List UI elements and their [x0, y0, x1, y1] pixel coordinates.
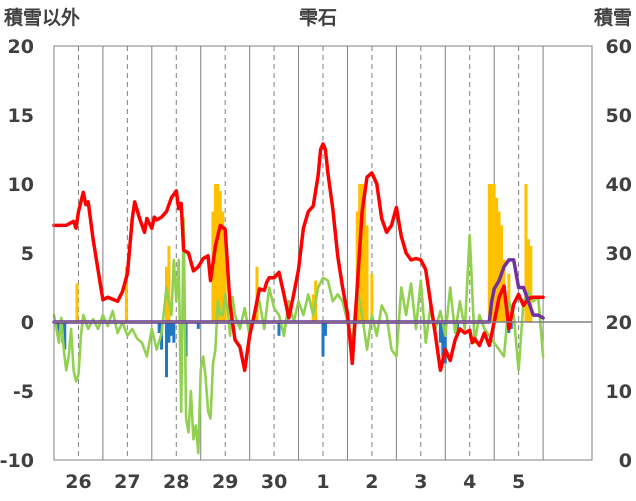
grid-lines — [77, 46, 544, 460]
bar-negative — [157, 322, 161, 334]
bar-precip — [495, 197, 499, 322]
left-axis-title: 積雪以外 — [4, 6, 80, 29]
plot-frame — [53, 45, 593, 461]
bar-precip — [167, 246, 171, 322]
left-tick-label: 0 — [21, 312, 34, 334]
bar-negative — [169, 322, 173, 336]
bar-negative — [456, 322, 459, 336]
bar-precip — [529, 246, 533, 322]
day-tick-label: 4 — [463, 471, 476, 493]
bar-negative — [196, 322, 200, 329]
bar-precip — [75, 283, 79, 322]
day-tick-label: 5 — [512, 471, 525, 493]
right-tick-label: 40 — [606, 174, 632, 196]
bar-precip — [524, 184, 528, 322]
right-tick-label: 10 — [606, 381, 632, 403]
left-tick-label: 10 — [8, 174, 34, 196]
day-tick-label: 1 — [316, 471, 329, 493]
bar-negative — [167, 322, 171, 343]
series-temperature-line — [52, 142, 545, 373]
right-tick-label: 50 — [606, 105, 632, 127]
bar-precip — [365, 225, 369, 322]
left-tick-label: -10 — [0, 450, 34, 472]
bar-negative — [323, 322, 327, 336]
bar-precip — [370, 273, 374, 322]
day-tick-label: 26 — [65, 471, 91, 493]
bar-precip — [492, 184, 496, 322]
axes — [53, 45, 593, 461]
left-tick-label: 20 — [8, 36, 34, 58]
bar-negative — [172, 322, 176, 343]
right-tick-label: 0 — [619, 450, 632, 472]
day-tick-label: 30 — [261, 471, 287, 493]
bar-precip — [363, 197, 367, 322]
right-axis-title: 積雪 — [594, 6, 632, 29]
bar-precip — [526, 239, 530, 322]
bar-precip — [487, 184, 491, 322]
day-tick-label: 28 — [163, 471, 189, 493]
bar-precip — [507, 273, 511, 322]
right-tick-label: 20 — [606, 312, 632, 334]
bar-negative — [441, 322, 445, 357]
bar-negative — [164, 322, 168, 378]
bar-negative — [443, 322, 447, 364]
bar-negative — [321, 322, 325, 357]
bar-precip — [223, 232, 227, 322]
bar-precip — [221, 211, 225, 322]
day-tick-label: 3 — [414, 471, 427, 493]
bar-precip — [124, 266, 128, 322]
right-tick-label: 60 — [606, 36, 632, 58]
left-tick-label: 15 — [8, 105, 34, 127]
bar-negative — [277, 322, 281, 336]
chart-title: 雫石 — [299, 7, 337, 29]
bar-negative — [56, 322, 60, 336]
bar-negative — [63, 322, 67, 350]
left-tick-label: 5 — [21, 243, 34, 265]
day-tick-label: 29 — [212, 471, 238, 493]
bar-precip — [216, 184, 220, 322]
bar-precip — [360, 184, 364, 322]
bar-precip — [497, 211, 501, 322]
day-tick-label: 27 — [114, 471, 140, 493]
right-tick-label: 30 — [606, 243, 632, 265]
left-tick-label: -5 — [13, 381, 34, 403]
day-tick-label: 2 — [365, 471, 378, 493]
bar-precip — [218, 190, 222, 322]
bar-precip — [490, 184, 494, 322]
bar-negative — [438, 322, 442, 343]
